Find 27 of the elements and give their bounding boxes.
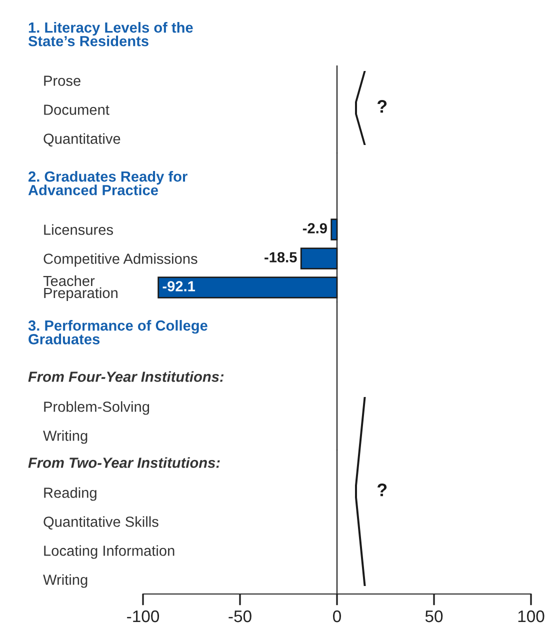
annotation: ?	[377, 100, 387, 113]
x-tick-label: -50	[228, 610, 252, 622]
x-tick-label: 50	[425, 610, 443, 622]
y-tick-label: Quantitative Skills	[44, 516, 158, 530]
chart-title: 1. Literacy Levels of the State’s Residents	[28, 22, 193, 46]
y-tick-label: Competitive Admissions	[44, 253, 198, 267]
x-tick-label: 100	[518, 610, 544, 622]
y-tick-label: Quantitative	[44, 133, 120, 147]
y-tick-label: Reading	[44, 487, 96, 501]
y-tick-label: Writing	[43, 430, 88, 444]
chart-title: 2. Graduates Ready for Advanced Practice	[28, 171, 188, 196]
annotation: ?	[377, 484, 387, 496]
y-tick-label: Problem-Solving	[44, 401, 150, 415]
chart-subtitle: From Two-Year Institutions:	[28, 457, 220, 468]
x-tick-label: -100	[127, 610, 160, 622]
chart-subtitle: From Four-Year Institutions:	[28, 371, 224, 382]
chart-title: 3. Performance of College Graduates	[28, 320, 208, 344]
x-tick-label: 0	[333, 610, 341, 622]
data-label: -92.1	[162, 281, 196, 292]
y-tick-label: Prose	[44, 76, 80, 86]
data-label: -2.9	[302, 223, 327, 234]
y-tick-label: Document	[44, 104, 110, 115]
y-tick-label: Teacher Preparation	[43, 275, 118, 302]
data-label: -18.5	[264, 252, 297, 262]
y-tick-label: Licensures	[44, 224, 113, 235]
y-tick-label: Locating Information	[44, 545, 174, 559]
y-tick-label: Writing	[43, 574, 88, 588]
